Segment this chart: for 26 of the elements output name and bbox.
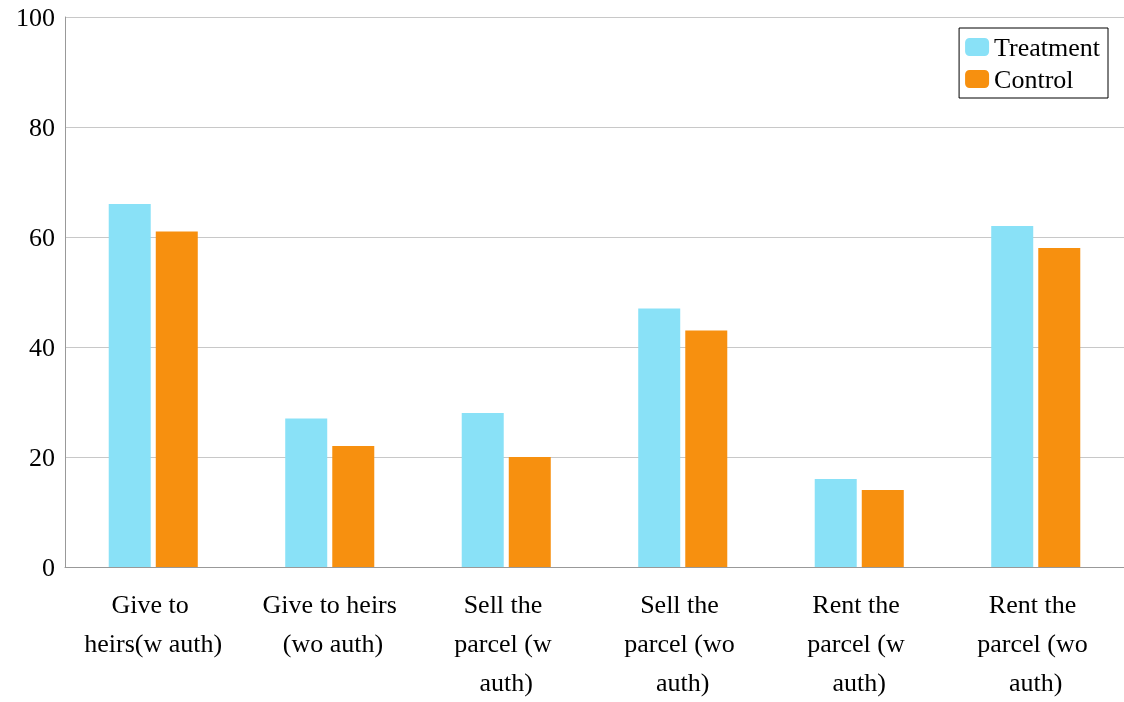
y-tick-label: 60 <box>29 222 55 252</box>
bar <box>155 231 198 567</box>
bar <box>508 457 551 567</box>
y-tick-label: 40 <box>29 332 55 362</box>
y-tick-label: 20 <box>29 442 55 472</box>
x-tick-label: Rent the parcel (wo auth) <box>977 590 1095 697</box>
bar <box>814 479 857 567</box>
bar <box>685 330 728 567</box>
y-tick-label: 0 <box>42 552 55 582</box>
bar <box>285 418 328 567</box>
bar <box>1038 248 1081 567</box>
bar <box>991 226 1034 567</box>
bar <box>638 308 681 567</box>
bar <box>861 490 904 567</box>
bar <box>108 204 151 567</box>
y-tick-label: 100 <box>16 2 55 32</box>
bar <box>461 413 504 567</box>
legend-label: Control <box>994 64 1074 94</box>
x-tick-label: Sell the parcel (w auth) <box>454 590 559 697</box>
y-tick-label: 80 <box>29 112 55 142</box>
x-tick-label: Give to heirs(w auth) <box>84 590 223 658</box>
x-tick-label: Give to heirs (wo auth) <box>262 590 397 658</box>
x-tick-label: Rent the parcel (w auth) <box>807 590 912 697</box>
bar <box>332 446 375 567</box>
x-tick-label: Sell the parcel (wo auth) <box>624 590 742 697</box>
legend-label: Treatment <box>994 32 1101 62</box>
